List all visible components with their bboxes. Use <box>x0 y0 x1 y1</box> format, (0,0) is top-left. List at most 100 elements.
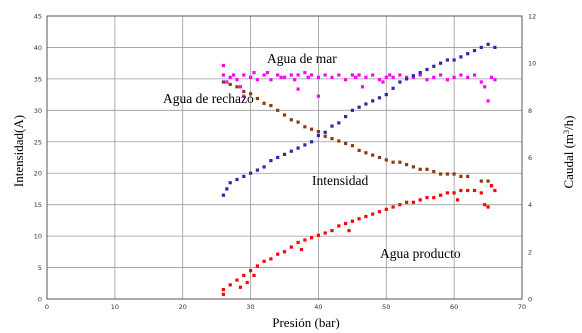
data-point <box>242 94 246 98</box>
data-point <box>418 73 422 77</box>
data-point <box>269 78 273 82</box>
data-point <box>276 73 280 77</box>
data-point <box>221 292 225 296</box>
data-point <box>479 191 483 195</box>
data-point <box>330 75 334 79</box>
data-point <box>350 108 354 112</box>
data-point <box>483 203 487 207</box>
data-point <box>262 73 266 77</box>
data-point <box>391 160 395 164</box>
data-point <box>398 73 402 77</box>
data-point <box>371 73 375 77</box>
data-point <box>303 143 307 147</box>
data-point <box>466 174 470 178</box>
data-point <box>323 134 327 138</box>
data-point <box>262 259 266 263</box>
data-point <box>276 108 280 112</box>
y-right-tick-label: 8 <box>528 107 532 115</box>
y-left-axis-title: Intensidad(A) <box>11 115 26 187</box>
data-point <box>405 75 409 79</box>
data-point <box>432 170 436 174</box>
data-point <box>493 188 497 193</box>
data-point <box>337 139 341 143</box>
data-point <box>344 115 348 119</box>
data-point <box>262 101 266 105</box>
data-point <box>276 252 280 256</box>
y-right-title-tail: /h) <box>561 116 576 130</box>
data-point <box>411 200 415 204</box>
data-point <box>479 80 483 84</box>
data-point <box>357 73 361 77</box>
y-left-tick-labels: 0 5 10 15 20 25 30 35 40 45 <box>34 13 42 304</box>
data-point <box>445 78 449 82</box>
series-intensidad <box>221 42 497 197</box>
data-point <box>472 188 477 193</box>
data-point <box>418 198 422 202</box>
data-point <box>249 92 253 96</box>
y-right-axis-title: Caudal (m3/h) <box>561 116 576 189</box>
y-left-tick-label: 15 <box>34 201 42 209</box>
data-point <box>439 172 443 176</box>
data-point <box>357 148 361 152</box>
data-point <box>289 73 293 77</box>
data-point <box>282 113 287 117</box>
data-point <box>391 86 395 90</box>
data-point <box>289 118 293 122</box>
data-point <box>228 181 232 185</box>
series-layer <box>221 42 497 296</box>
data-point <box>255 264 259 268</box>
data-point <box>221 63 225 68</box>
data-point <box>252 71 256 75</box>
data-point <box>371 212 375 216</box>
data-point <box>466 52 470 56</box>
data-point <box>493 45 497 49</box>
x-axis-title: Presión (bar) <box>272 315 340 330</box>
data-point <box>323 231 327 235</box>
data-point <box>310 127 314 131</box>
data-point <box>425 78 429 82</box>
y-left-tick-label: 40 <box>34 44 42 52</box>
data-point <box>228 75 232 79</box>
data-point <box>364 151 368 155</box>
annotation-intensidad: Intensidad <box>312 173 368 188</box>
data-point <box>357 217 361 221</box>
data-point <box>459 73 463 77</box>
data-point <box>235 85 239 89</box>
data-point <box>316 130 320 134</box>
data-point <box>225 187 229 191</box>
data-point <box>483 85 487 89</box>
data-point <box>344 78 348 82</box>
data-point <box>391 75 395 79</box>
data-point <box>486 179 490 183</box>
data-point <box>245 280 249 285</box>
data-point <box>364 214 368 219</box>
x-tick-label: 0 <box>45 303 49 311</box>
y-left-tick-label: 25 <box>34 138 42 146</box>
data-point <box>238 85 242 89</box>
annotation-agua-producto: Agua producto <box>380 246 461 261</box>
data-point <box>425 196 429 200</box>
data-point <box>472 49 477 53</box>
y-left-tick-label: 35 <box>34 75 42 83</box>
data-point <box>432 196 436 200</box>
data-point <box>235 177 239 182</box>
data-point <box>493 78 497 82</box>
data-point <box>296 146 300 150</box>
data-point <box>255 168 259 172</box>
data-point <box>384 75 388 79</box>
data-point <box>445 58 449 62</box>
data-point <box>486 42 490 46</box>
data-point <box>316 133 320 138</box>
data-point <box>398 160 402 164</box>
data-point <box>479 179 483 183</box>
data-point <box>384 207 388 211</box>
series-agua_producto <box>221 184 497 296</box>
x-tick-label: 70 <box>518 303 526 311</box>
data-point <box>439 61 443 65</box>
y-right-tick-label: 6 <box>528 154 532 162</box>
data-point <box>405 200 409 204</box>
data-point <box>411 74 415 78</box>
data-point <box>350 144 354 148</box>
data-point <box>221 193 225 197</box>
